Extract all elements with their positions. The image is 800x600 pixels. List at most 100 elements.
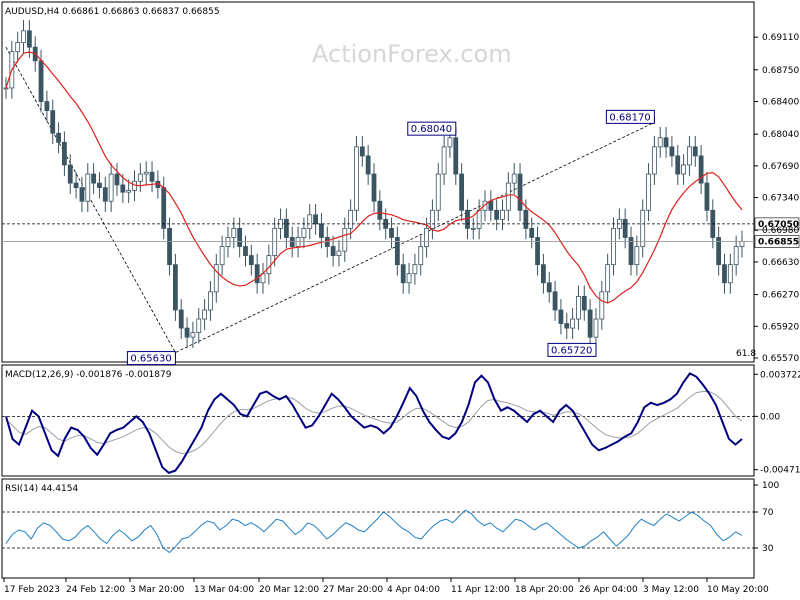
candle-body xyxy=(453,137,459,175)
price-tick-label: 0.66980 xyxy=(762,226,799,236)
candle-body xyxy=(184,327,190,338)
candle-body xyxy=(675,155,681,175)
price-tick-label: 0.69110 xyxy=(762,33,799,43)
candle-body xyxy=(587,309,593,338)
candle-body xyxy=(377,200,383,220)
candle-body xyxy=(622,218,628,238)
candle-body xyxy=(640,209,646,247)
candle-body xyxy=(389,228,394,238)
candle-body xyxy=(611,228,616,266)
candle-body xyxy=(348,209,354,229)
time-tick-label: 26 Apr 04:00 xyxy=(579,585,638,595)
candle-body xyxy=(663,137,669,148)
candle-body xyxy=(172,264,178,311)
candle-body xyxy=(295,237,301,247)
price-tick-label: 0.68750 xyxy=(762,66,799,76)
candle-body xyxy=(190,332,196,338)
candle-body xyxy=(208,291,213,311)
candle-body xyxy=(535,237,540,266)
swing-label: 0.68040 xyxy=(411,124,452,135)
candle-body xyxy=(406,273,412,284)
price-header: AUDUSD,H4 0.66861 0.66863 0.66837 0.6685… xyxy=(5,7,220,17)
rsi-line xyxy=(5,509,743,554)
candle-body xyxy=(605,264,611,293)
candle-body xyxy=(365,155,371,175)
candle-body xyxy=(371,173,377,202)
candle-body xyxy=(283,218,289,238)
price-level-box xyxy=(754,217,800,231)
rsi-tick-label: 100 xyxy=(762,481,779,491)
candle-body xyxy=(313,214,318,225)
candle-body xyxy=(324,237,330,247)
candle-body xyxy=(687,146,692,166)
candle-body xyxy=(698,155,704,184)
candle-body xyxy=(161,187,167,229)
candle-body xyxy=(167,228,172,266)
candle-body xyxy=(254,264,260,284)
macd-tick-label: 0.003722 xyxy=(760,370,800,380)
moving-average-line xyxy=(5,51,743,304)
swing-label-box xyxy=(407,121,457,136)
candle-body xyxy=(430,209,435,229)
price-level-label: 0.66855 xyxy=(758,238,799,248)
candle-body xyxy=(599,291,605,320)
time-tick-label: 4 Apr 04:00 xyxy=(387,585,440,595)
candle-body xyxy=(85,173,91,202)
candle-body xyxy=(459,173,465,211)
candle-body xyxy=(488,200,494,211)
time-tick-label: 3 May 12:00 xyxy=(643,585,699,595)
candle-body xyxy=(21,30,26,44)
candle-body xyxy=(733,246,739,266)
time-tick-label: 17 Feb 2023 xyxy=(4,585,60,595)
candle-body xyxy=(272,228,278,256)
candle-body xyxy=(576,295,581,320)
candle-body xyxy=(593,318,599,338)
swing-label-box xyxy=(605,109,655,124)
time-tick-label: 20 Mar 12:00 xyxy=(259,585,319,595)
candle-body xyxy=(120,184,126,193)
macd-line xyxy=(5,372,743,475)
candle-body xyxy=(558,309,564,324)
candle-body xyxy=(137,173,143,182)
candle-body xyxy=(500,209,505,220)
rsi-tick-label: 70 xyxy=(762,508,774,518)
time-tick-label: 24 Feb 12:00 xyxy=(66,585,125,595)
candle-body xyxy=(540,264,546,284)
time-tick-label: 18 Apr 20:00 xyxy=(515,585,574,595)
candle-body xyxy=(114,173,120,186)
price-level-label: 0.67050 xyxy=(758,220,799,230)
candle-body xyxy=(219,246,225,266)
candle-body xyxy=(301,228,307,238)
candle-body xyxy=(681,164,686,175)
candle-body xyxy=(231,228,237,238)
price-tick-label: 0.68400 xyxy=(762,98,799,108)
candle-body xyxy=(225,237,231,247)
swing-label-box xyxy=(547,342,597,357)
candle-body xyxy=(476,209,482,229)
candle-body xyxy=(546,282,552,293)
candle-body xyxy=(319,223,324,238)
candle-body xyxy=(196,318,202,334)
macd-header: MACD(12,26,9) -0.001876 -0.001879 xyxy=(5,370,172,380)
candle-body xyxy=(202,309,208,320)
candle-body xyxy=(342,228,348,252)
candle-body xyxy=(15,42,21,53)
candle-body xyxy=(418,246,424,266)
price-level-box xyxy=(754,235,800,248)
candle-body xyxy=(692,146,698,157)
candle-body xyxy=(669,146,675,157)
watermark: ActionForex.com xyxy=(312,40,512,68)
swing-label: 0.65720 xyxy=(551,345,592,356)
candle-body xyxy=(529,228,535,238)
fib-level-label: 61.8 xyxy=(736,349,756,359)
swing-label-box xyxy=(126,351,176,366)
candle-body xyxy=(505,182,511,211)
swing-label: 0.68170 xyxy=(609,112,650,123)
macd-tick-label: -0.004716 xyxy=(760,466,800,476)
candle-body xyxy=(79,187,85,202)
candle-body xyxy=(441,146,447,175)
price-tick-label: 0.67340 xyxy=(762,194,799,204)
candle-body xyxy=(628,237,634,266)
candle-body xyxy=(248,255,254,266)
